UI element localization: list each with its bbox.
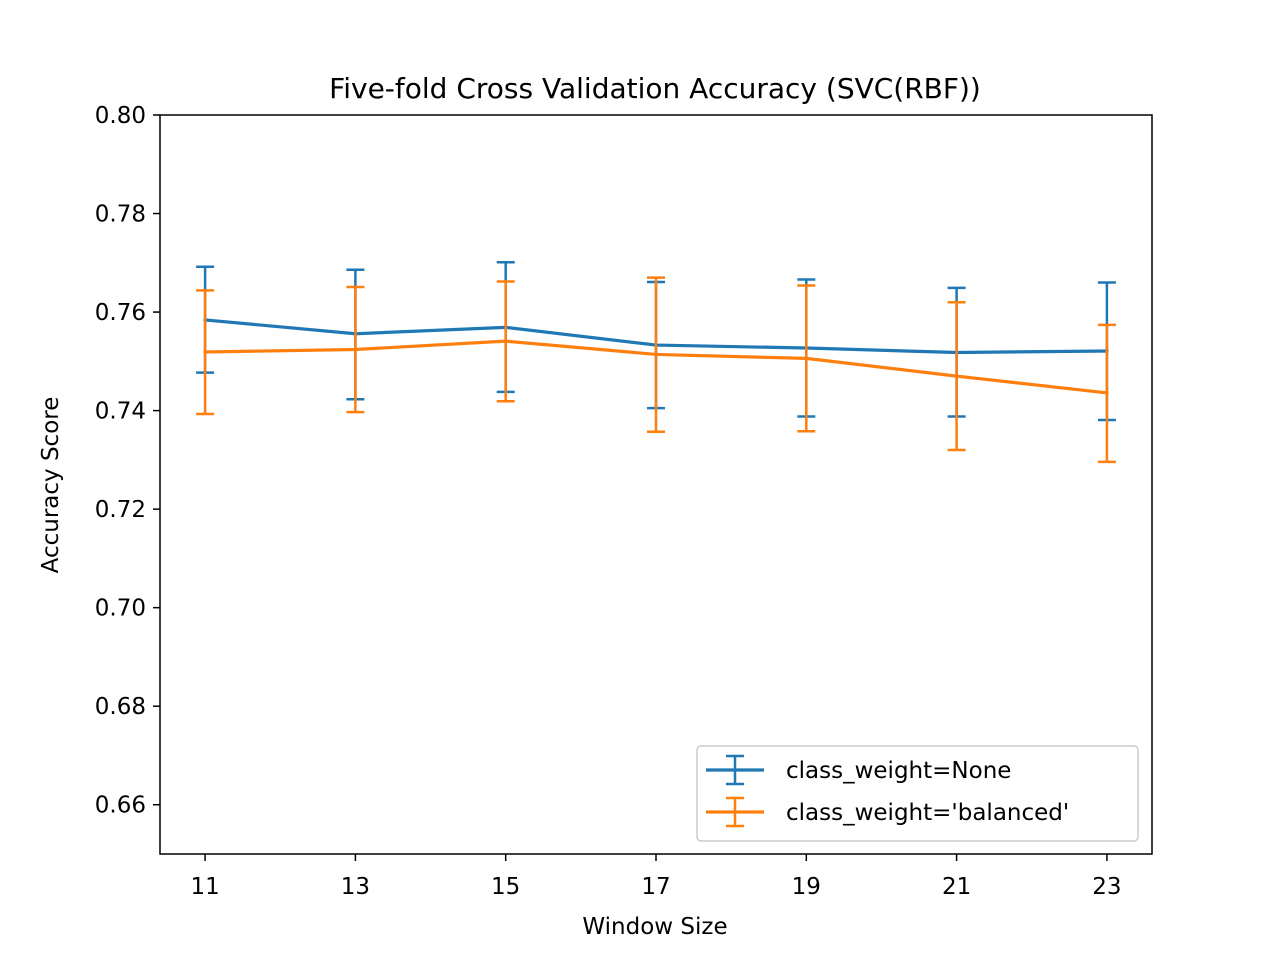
x-tick-label: 15 <box>491 874 520 900</box>
series-line <box>203 339 1109 395</box>
y-tick-label: 0.70 <box>95 596 146 622</box>
chart-title: Five-fold Cross Validation Accuracy (SVC… <box>329 72 981 105</box>
x-axis-title: Window Size <box>582 914 727 940</box>
series-balanced <box>196 276 1116 464</box>
y-tick-label: 0.68 <box>95 694 146 720</box>
y-tick-label: 0.66 <box>95 793 146 819</box>
x-tick-label: 11 <box>190 874 219 900</box>
axes-frame <box>159 114 1153 855</box>
y-tick-label: 0.74 <box>95 399 146 425</box>
legend-item: class_weight='balanced' <box>706 796 1069 828</box>
y-tick-label: 0.72 <box>95 497 146 523</box>
legend-label: class_weight=None <box>786 758 1011 784</box>
plot-area: 0.66 0.68 0.70 0.72 0.74 0.76 0.78 0.80 11 13 15 17… <box>95 103 1153 900</box>
x-tick-label: 19 <box>792 874 821 900</box>
x-tick-label: 21 <box>942 874 971 900</box>
y-axis-title: Accuracy Score <box>38 397 64 574</box>
y-tick-label: 0.76 <box>95 300 146 326</box>
legend-item: class_weight=None <box>706 754 1011 786</box>
x-tick-label: 17 <box>641 874 670 900</box>
y-tick-label: 0.78 <box>95 202 146 228</box>
legend-label: class_weight='balanced' <box>786 800 1069 826</box>
x-tick-label: 23 <box>1092 874 1121 900</box>
x-tick-label: 13 <box>341 874 370 900</box>
legend-box <box>696 745 1139 842</box>
y-tick-label: 0.80 <box>95 103 146 129</box>
legend: class_weight=None class_weight='balanced' <box>696 745 1139 842</box>
